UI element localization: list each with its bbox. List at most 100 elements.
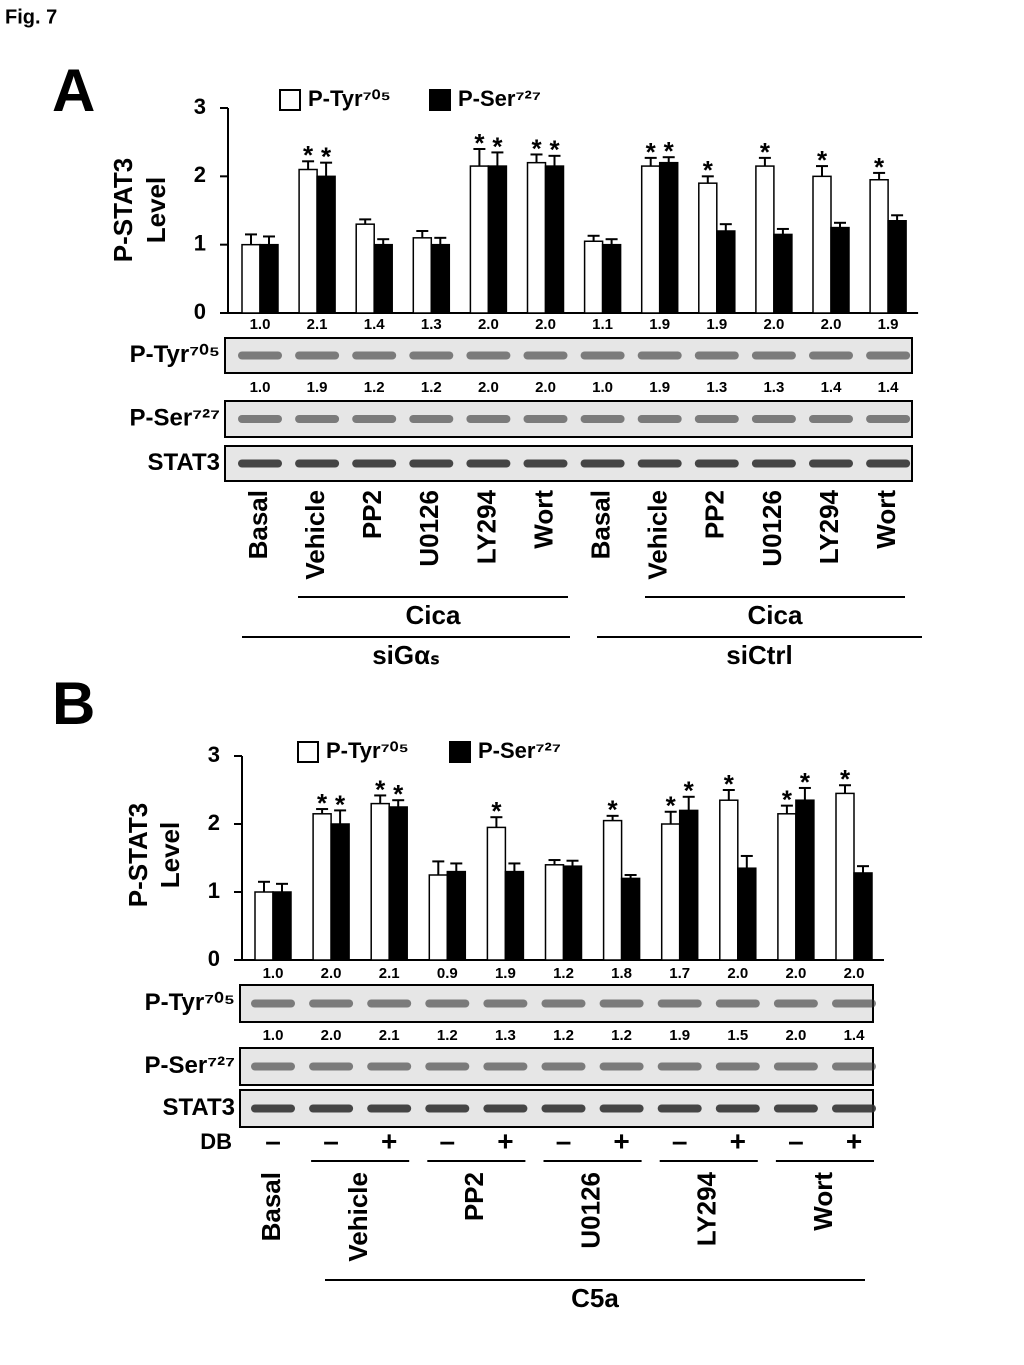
significance-label: *: [321, 142, 332, 172]
blot-band: [523, 459, 568, 468]
bar: [388, 806, 408, 961]
blot-band: [483, 1062, 528, 1071]
quant-label: 1.9: [706, 316, 727, 333]
legend-swatch: [449, 741, 471, 763]
quant-label: 1.3: [763, 379, 784, 396]
blot-band: [637, 351, 682, 360]
quant-label: 1.4: [844, 1027, 866, 1044]
bar: [355, 223, 375, 314]
bar: [853, 872, 873, 961]
significance-label: *: [800, 767, 811, 797]
bar: [316, 175, 336, 314]
significance-label: *: [840, 764, 851, 794]
bar: [544, 165, 565, 314]
blot-band: [367, 1062, 412, 1071]
legend-swatch: [429, 89, 451, 111]
lane-label: Basal: [243, 490, 273, 559]
blot-band: [238, 415, 282, 423]
y-tick-label: 2: [194, 162, 206, 187]
lane-label: Basal: [256, 1172, 286, 1241]
blot-band: [238, 351, 282, 360]
lane-label: Basal: [585, 490, 615, 559]
blot-band: [599, 1062, 644, 1071]
blot-band: [483, 999, 528, 1008]
blot-band: [466, 415, 511, 423]
bar: [272, 891, 292, 961]
blot-band: [599, 999, 644, 1008]
bar: [602, 819, 623, 961]
bar: [370, 802, 390, 961]
quant-label: 1.1: [592, 316, 613, 333]
blot-band: [309, 1062, 354, 1071]
db-value: +: [497, 1125, 513, 1156]
bar: [660, 823, 681, 961]
blot-band: [580, 351, 625, 360]
significance-label: *: [608, 795, 619, 825]
figure-label: Fig. 7: [5, 6, 57, 28]
blot-label: P-Tyr⁷⁰⁵: [145, 989, 235, 1016]
quant-label: 2.0: [535, 379, 556, 396]
bar: [887, 220, 907, 314]
quant-label: 1.2: [437, 1027, 458, 1044]
lane-label: PP2: [357, 490, 387, 539]
lane-label: U0126: [414, 490, 444, 567]
blot-band: [295, 459, 340, 468]
bar: [601, 243, 622, 314]
significance-label: *: [531, 133, 542, 163]
db-value: –: [265, 1125, 281, 1156]
bar: [254, 891, 274, 961]
db-value: –: [788, 1125, 804, 1156]
quant-label: 2.0: [321, 1027, 342, 1044]
bar: [446, 870, 467, 961]
y-axis-label: Level: [141, 177, 171, 244]
significance-label: *: [317, 788, 328, 818]
blot-band: [295, 351, 340, 360]
legend-swatch: [297, 741, 319, 763]
quant-label: 2.1: [379, 965, 400, 982]
y-tick-label: 0: [194, 299, 206, 324]
blot-band: [367, 999, 412, 1008]
y-tick-label: 2: [208, 810, 220, 835]
blot-band: [751, 351, 796, 360]
blot: [224, 400, 913, 438]
bar: [678, 809, 699, 961]
bar: [412, 237, 433, 314]
y-tick-label: 3: [194, 94, 206, 119]
bar: [430, 243, 451, 314]
blot-band: [599, 1104, 644, 1113]
blot-band: [425, 1104, 470, 1113]
db-value: –: [440, 1125, 456, 1156]
quant-label: 1.0: [263, 1027, 284, 1044]
lane-label: Vehicle: [300, 490, 330, 580]
quant-label: 0.9: [437, 965, 458, 982]
bar: [241, 243, 261, 314]
lane-label: Wort: [871, 490, 901, 549]
lane-label: U0126: [757, 490, 787, 567]
significance-label: *: [474, 128, 485, 158]
db-value: +: [613, 1125, 629, 1156]
blot-band: [694, 351, 739, 360]
y-tick-label: 0: [208, 946, 220, 971]
quant-label: 1.9: [669, 1027, 690, 1044]
group-label: Cica: [748, 600, 803, 630]
bar: [544, 864, 565, 961]
quant-label: 1.7: [669, 965, 690, 982]
blot-band: [637, 415, 682, 423]
quant-label: 1.2: [421, 379, 442, 396]
significance-label: *: [724, 769, 735, 799]
quant-label: 1.9: [649, 379, 670, 396]
group-label: Cica: [406, 600, 461, 630]
significance-label: *: [760, 137, 771, 167]
blot-label: STAT3: [148, 449, 220, 476]
db-value: +: [381, 1125, 397, 1156]
quant-label: 2.0: [478, 316, 499, 333]
quant-label: 1.4: [878, 379, 900, 396]
quant-label: 2.0: [844, 965, 865, 982]
db-value: +: [730, 1125, 746, 1156]
blot-band: [866, 415, 911, 423]
blot-band: [425, 1062, 470, 1071]
bar: [620, 877, 641, 961]
quant-label: 2.1: [307, 316, 328, 333]
quant-label: 1.2: [553, 1027, 574, 1044]
quant-label: 1.3: [706, 379, 727, 396]
